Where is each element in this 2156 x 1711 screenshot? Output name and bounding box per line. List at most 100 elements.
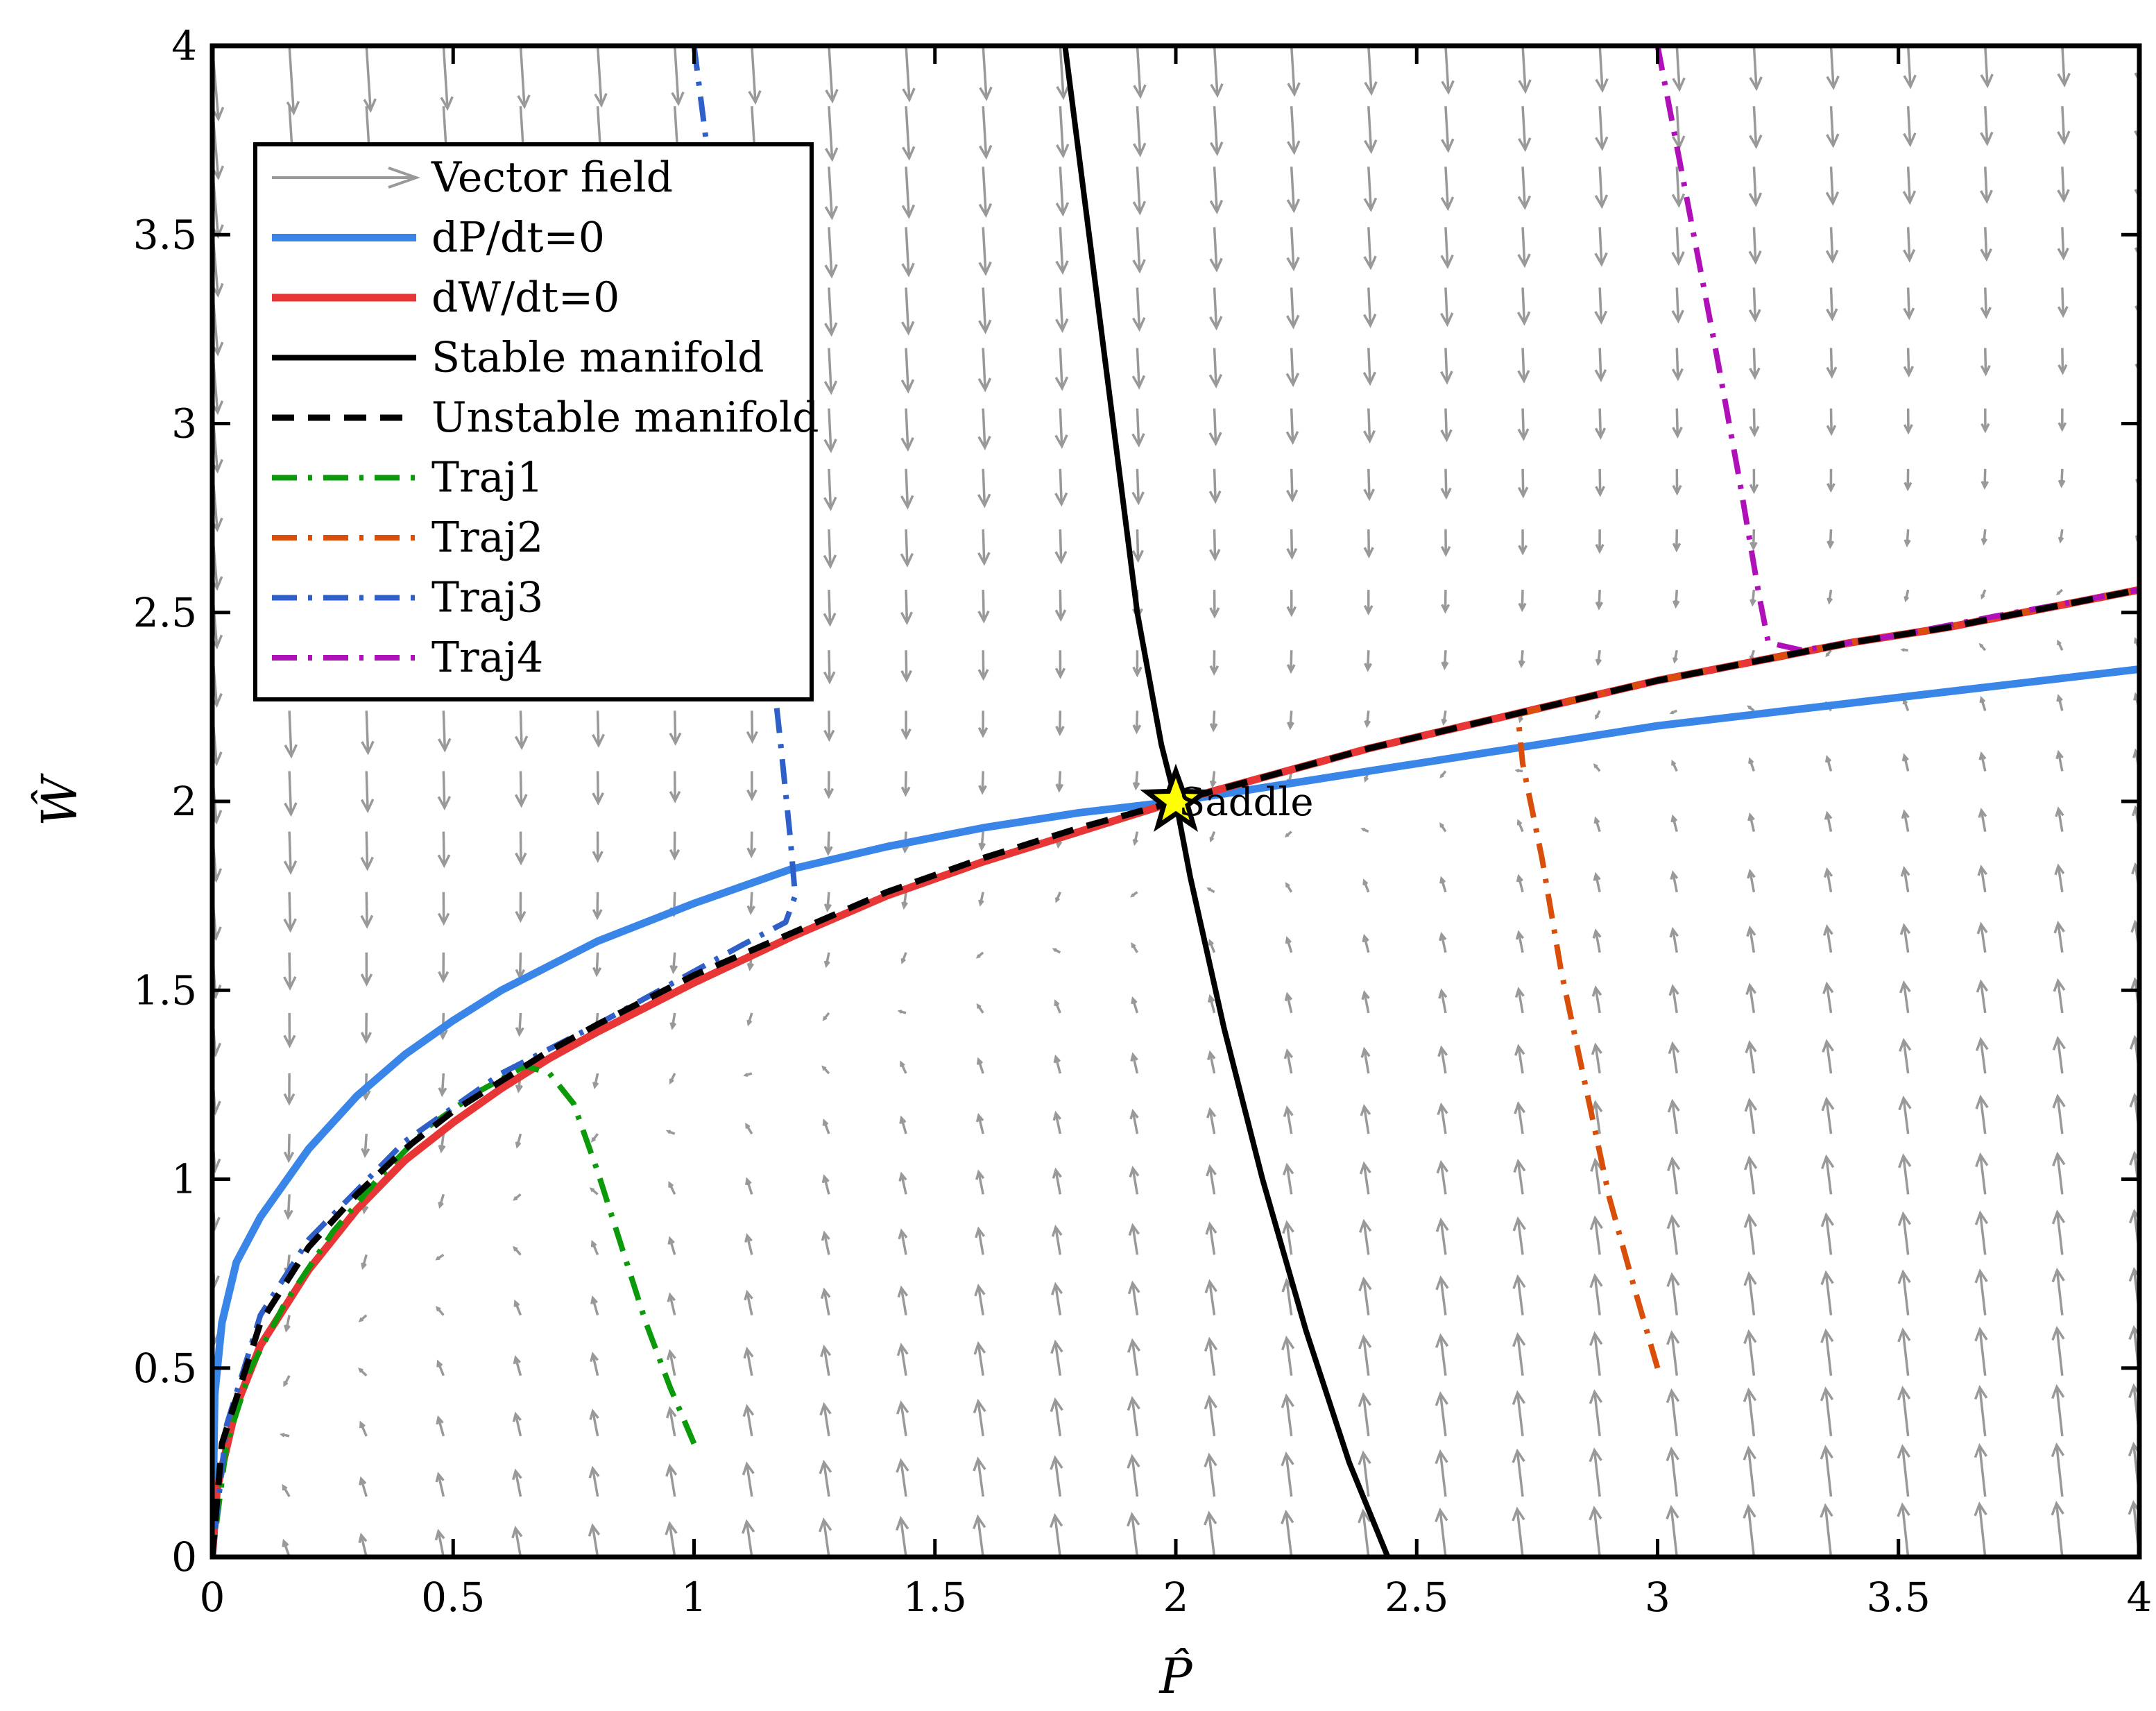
vector-field-arrow [1513, 1158, 1526, 1195]
vector-field-arrow [1821, 1096, 1835, 1134]
vector-field-arrow [435, 1253, 445, 1261]
vector-field-arrow [1820, 1328, 1834, 1376]
vector-field-arrow [671, 46, 685, 107]
vector-field-arrow [1903, 408, 1913, 435]
vector-field-arrow [1897, 1502, 1910, 1557]
vector-field-arrow [900, 468, 914, 510]
vector-field-arrow [1363, 529, 1374, 559]
vector-field-arrow [512, 1468, 522, 1497]
vector-field-arrow [1362, 933, 1370, 953]
vector-field-arrow [900, 952, 907, 964]
vector-field-arrow [1133, 46, 1147, 99]
vector-field-arrow [1822, 1039, 1834, 1074]
vector-field-arrow [1595, 46, 1609, 93]
vector-field-arrow [1825, 649, 1832, 658]
vector-field-arrow [513, 1299, 522, 1316]
vector-field-arrow [669, 710, 682, 746]
vector-field-arrow [823, 710, 835, 742]
vector-field-arrow [1050, 1339, 1063, 1376]
vector-field-arrow [1055, 892, 1061, 903]
vector-field-arrow [1899, 923, 1911, 953]
vector-field-arrow [1360, 1046, 1371, 1074]
vector-field-arrow [2057, 639, 2064, 651]
vector-field-arrow [1050, 1397, 1063, 1436]
vector-field-arrow [1512, 1274, 1526, 1316]
legend-entry: Traj4 [272, 633, 543, 682]
legend-entry: Traj1 [272, 454, 543, 502]
vector-field-arrow [1669, 709, 1677, 715]
vector-field-arrow [978, 106, 993, 160]
vector-field-arrow [1131, 348, 1146, 390]
vector-field-arrow [1127, 1280, 1140, 1316]
vector-field-arrow [1589, 1215, 1603, 1255]
vector-field-arrow [1132, 227, 1146, 274]
vector-field-arrow [1824, 810, 1833, 832]
vector-field-arrow [1284, 991, 1293, 1014]
vector-field-arrow [1518, 590, 1527, 613]
vector-field-arrow [819, 1517, 832, 1557]
vector-field-arrow [1897, 1386, 1911, 1436]
vector-field-arrow [2052, 1151, 2066, 1195]
vector-field-arrow [1441, 106, 1455, 153]
vector-field-arrow [824, 227, 838, 279]
vector-field-arrow [1054, 468, 1068, 507]
vector-field-arrow [282, 1483, 291, 1497]
vector-field-arrow [279, 1433, 290, 1438]
vector-field-arrow [1595, 649, 1602, 667]
legend-label: Traj3 [431, 574, 543, 622]
vector-field-arrow [1668, 984, 1679, 1014]
vector-field-arrow [513, 1245, 522, 1256]
vector-field-arrow [1826, 468, 1836, 493]
vector-field-arrow [1054, 348, 1069, 391]
vector-field-arrow [512, 1411, 522, 1437]
vector-field-arrow [1281, 1335, 1295, 1376]
vector-field-arrow [973, 1456, 986, 1497]
vector-field-arrow [589, 1187, 599, 1195]
vector-field-arrow [901, 892, 908, 910]
vector-field-arrow [668, 1181, 676, 1195]
vector-field-arrow [1591, 1042, 1602, 1074]
vector-field-arrow [1666, 1272, 1680, 1316]
vector-field-arrow [978, 167, 993, 218]
vector-field-arrow [1979, 167, 1993, 204]
vector-field-arrow [1747, 812, 1756, 832]
vector-field-arrow [1209, 287, 1223, 331]
vector-field-arrow [1517, 408, 1530, 441]
vector-field-arrow [2055, 806, 2064, 832]
vector-field-arrow [1054, 529, 1068, 565]
vector-field-arrow [669, 1012, 677, 1030]
vector-field-arrow [1129, 1166, 1140, 1195]
vector-field-arrow [286, 46, 300, 116]
vector-field-arrow [821, 1174, 830, 1195]
vector-field-arrow [824, 106, 839, 162]
vector-field-arrow [2057, 46, 2071, 87]
vector-field-arrow [359, 1476, 368, 1497]
vector-field-arrow [665, 1521, 678, 1557]
vector-field-arrow [746, 831, 757, 859]
vector-field-arrow [2055, 749, 2064, 772]
vector-field-arrow [2053, 920, 2065, 953]
vector-field-arrow [975, 1169, 985, 1195]
vector-field-arrow [1286, 167, 1301, 214]
vector-field-arrow [1898, 1095, 1912, 1134]
vector-field-arrow [2051, 1501, 2064, 1557]
legend-label: Stable manifold [431, 334, 764, 382]
vector-field-arrow [1052, 948, 1061, 954]
vector-field-arrow [896, 1400, 909, 1437]
vector-field-arrow [1899, 1037, 1912, 1074]
legend-label: Unstable manifold [431, 393, 819, 442]
vector-field-arrow [821, 1065, 830, 1075]
vector-field-arrow [1209, 590, 1220, 619]
vector-field-arrow [1820, 1212, 1835, 1255]
vector-field-arrow [1208, 348, 1223, 389]
vector-field-arrow [1669, 926, 1679, 953]
vector-field-arrow [1897, 1269, 1911, 1316]
vector-field-arrow [1518, 106, 1532, 153]
vector-field-arrow [1206, 887, 1215, 894]
vector-field-arrow [1980, 46, 1994, 89]
vector-field-arrow [978, 771, 987, 795]
vector-field-arrow [1441, 46, 1455, 95]
vector-field-arrow [823, 590, 837, 627]
vector-field-arrow [1055, 710, 1065, 737]
vector-field-arrow [1744, 1097, 1758, 1134]
